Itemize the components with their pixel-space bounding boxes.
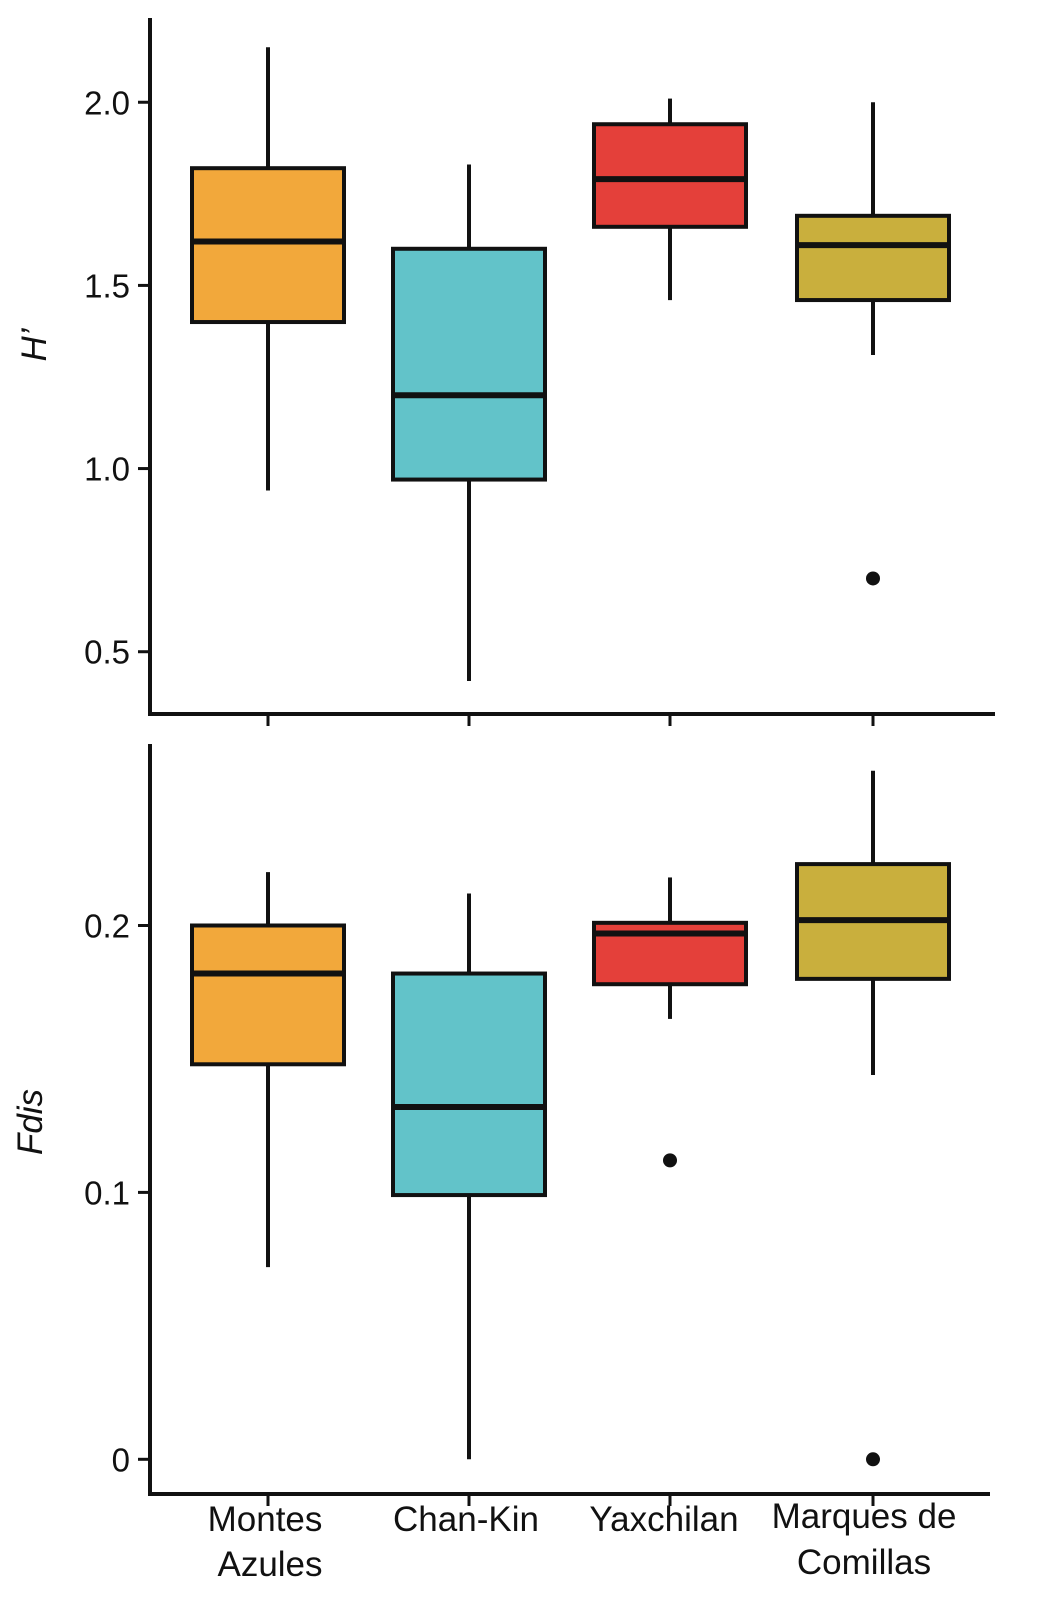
outlier-point (866, 571, 880, 586)
box-chan-kin (391, 893, 547, 1460)
category-label-montes-azules-line2: Azules (217, 1545, 322, 1584)
category-label-marques-de-comillas-line1: Marques de (772, 1497, 957, 1536)
y-tick-label: 1.5 (84, 267, 130, 304)
y-tick-label: 0.1 (84, 1174, 130, 1211)
y-tick-label: 0.5 (84, 634, 130, 671)
box-yaxchilan (592, 877, 748, 1168)
outlier-point (663, 1153, 677, 1168)
y-tick-label: 2.0 (84, 84, 130, 121)
box-montes-azules (190, 47, 346, 491)
category-labels: Montes Azules Chan-Kin Yaxchilan Marques… (208, 1497, 957, 1584)
y-tick-label: 0 (112, 1441, 130, 1478)
panel-fdis: 0 0.1 0.2 Fdis (11, 744, 990, 1506)
iqr-box (391, 246, 547, 482)
box-marques-de-comillas (795, 102, 951, 586)
category-label-marques-de-comillas-line2: Comillas (797, 1543, 931, 1582)
iqr-box (190, 923, 346, 1067)
box-yaxchilan (592, 98, 748, 301)
category-label-montes-azules-line1: Montes (208, 1500, 323, 1539)
box-montes-azules (190, 872, 346, 1268)
y-axis-title: Fdis (11, 1089, 50, 1155)
box-chan-kin (391, 164, 547, 682)
box-marques-de-comillas (795, 770, 951, 1467)
category-label-yaxchilan: Yaxchilan (589, 1500, 738, 1539)
iqr-box (795, 213, 951, 303)
category-label-chan-kin: Chan-Kin (393, 1500, 539, 1539)
panel-h-prime: 0.5 1.0 1.5 2.0 H’ (15, 18, 995, 726)
iqr-box (190, 166, 346, 325)
y-tick-label: 1.0 (84, 451, 130, 488)
outlier-point (866, 1452, 880, 1467)
y-axis-title: H’ (15, 327, 54, 361)
iqr-box (592, 122, 748, 229)
y-tick-label: 0.2 (84, 907, 130, 944)
iqr-box (391, 971, 547, 1198)
